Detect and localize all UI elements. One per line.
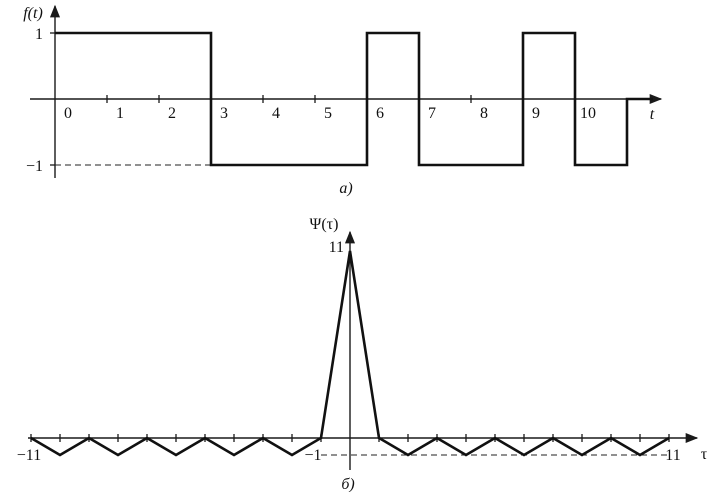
panel-b-x-axis-label: τ [701,446,708,463]
panel-a-x-tick-label: 1 [116,105,124,122]
panel-a-x-tick-labels: 0 1 2 3 4 5 6 7 8 9 10 [64,105,596,122]
panel-a-x-tick-label: 5 [324,105,332,122]
panel-a: f(t) t 0 1 2 3 4 5 6 7 8 9 10 1 −1 а) [23,4,663,197]
panel-a-y-tick-label: −1 [26,158,43,175]
panel-a-x-tick-label: 3 [220,105,228,122]
panel-a-y-tick-labels: 1 −1 [26,26,43,175]
panel-b-x-tick-label: −1 [304,447,321,464]
panel-a-signal-line [55,31,653,167]
panel-b: Ψ(τ) τ −11 −1 11 11 б) [17,216,708,492]
panel-a-x-tick-label: 10 [580,105,596,122]
panel-a-x-axis-label: t [650,106,655,123]
panel-b-x-tick-labels: −11 −1 11 [17,447,681,464]
panel-a-x-tick-label: 0 [64,105,72,122]
panel-a-y-tick-label: 1 [35,26,43,43]
panel-a-x-tick-label: 7 [428,105,436,122]
panel-a-x-tick-label: 2 [168,105,176,122]
panel-b-x-tick-label: 11 [665,447,680,464]
panel-a-x-tick-label: 9 [532,105,540,122]
panel-b-y-tick-label: 11 [329,239,344,256]
panel-b-autocorrelation-line [30,250,670,457]
panel-a-y-axis-label: f(t) [23,5,43,22]
panel-b-x-tick-label: −11 [17,447,41,464]
panel-a-label: а) [339,180,352,197]
panel-a-x-tick-label: 4 [272,105,280,122]
panel-a-x-tick-label: 8 [480,105,488,122]
panel-b-y-axis-label: Ψ(τ) [310,216,339,233]
panel-b-label: б) [341,476,354,492]
panel-b-y-tick-labels: 11 [329,239,344,256]
panel-a-x-tick-label: 6 [376,105,384,122]
